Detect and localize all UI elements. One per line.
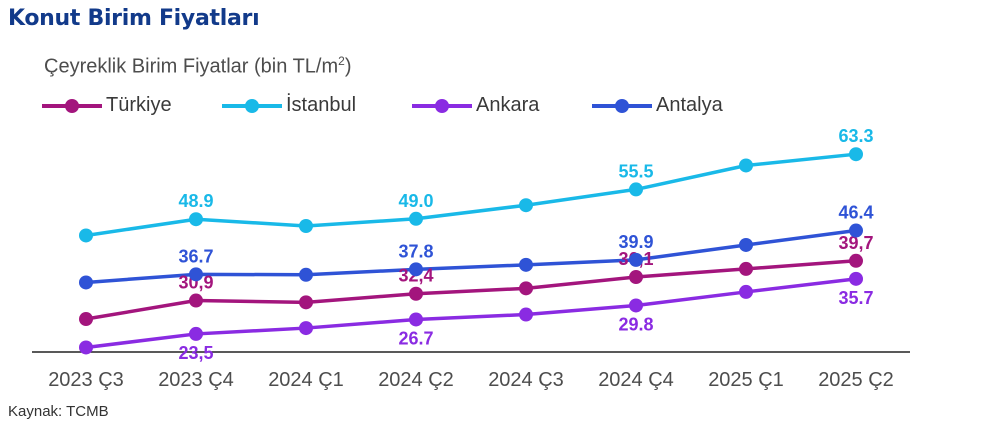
x-tick-label: 2024 Ç3 [488, 369, 564, 391]
data-point [739, 158, 753, 173]
data-label: 30,9 [178, 273, 213, 293]
data-label: 35.7 [838, 288, 873, 308]
data-point [849, 253, 863, 268]
data-point [849, 147, 863, 162]
subtitle-superscript: 2 [338, 54, 345, 68]
legend-marker-istanbul [222, 99, 282, 113]
data-label: 46.4 [838, 203, 873, 223]
data-point [629, 252, 643, 267]
data-point [849, 223, 863, 238]
data-point [739, 237, 753, 252]
data-point [79, 228, 93, 243]
x-tick-label: 2024 Ç2 [378, 369, 454, 391]
data-point [849, 271, 863, 286]
data-point [409, 312, 423, 327]
data-point [739, 284, 753, 299]
x-tick-label: 2023 Ç4 [158, 369, 234, 391]
data-label: 63.3 [838, 126, 873, 146]
data-point [519, 257, 533, 272]
series-line [85, 228, 857, 285]
legend-marker-ankara [412, 99, 472, 113]
data-label: 26.7 [398, 328, 433, 348]
data-point [79, 275, 93, 290]
data-point [79, 340, 93, 355]
chart-title: Konut Birim Fiyatları [8, 6, 260, 31]
data-point [739, 261, 753, 276]
series-line [85, 152, 857, 238]
legend-label-istanbul: İstanbul [286, 94, 357, 116]
data-label: 37.8 [398, 241, 433, 261]
x-tick-label: 2023 Ç3 [48, 369, 124, 391]
data-point [409, 262, 423, 277]
data-point [189, 267, 203, 282]
x-tick-label: 2025 Ç1 [708, 369, 784, 391]
data-label: 48.9 [178, 191, 213, 211]
data-point [409, 286, 423, 301]
data-label: 39,7 [838, 233, 873, 253]
data-point [519, 281, 533, 296]
x-tick-label: 2025 Ç2 [818, 369, 894, 391]
data-point [629, 298, 643, 313]
data-point [189, 212, 203, 227]
x-tick-label: 2024 Ç1 [268, 369, 344, 391]
data-point [409, 211, 423, 226]
data-point [299, 295, 313, 310]
subtitle-text: Çeyreklik Birim Fiyatlar (bin TL/m [44, 55, 339, 78]
data-point [519, 198, 533, 213]
data-label: 55.5 [618, 161, 653, 181]
data-point [189, 293, 203, 308]
legend-marker-turkiye [42, 99, 102, 113]
series-line [85, 277, 857, 350]
data-point [189, 326, 203, 341]
data-label: 36.7 [178, 246, 213, 266]
legend-marker-antalya [592, 99, 652, 113]
legend-label-antalya: Antalya [656, 94, 723, 116]
x-tick-label: 2024 Ç4 [598, 369, 674, 391]
subtitle-end: ) [344, 55, 352, 78]
data-point [299, 267, 313, 282]
data-point [299, 321, 313, 336]
data-point [629, 270, 643, 285]
data-point [629, 182, 643, 197]
chart-subtitle: Çeyreklik Birim Fiyatlar (bin TL/m2) [44, 54, 351, 79]
data-label: 39.9 [618, 232, 653, 252]
data-point [79, 312, 93, 327]
data-point [519, 307, 533, 322]
data-label: 29.8 [618, 314, 653, 334]
legend-label-turkiye: Türkiye [106, 94, 172, 116]
source-note: Kaynak: TCMB [8, 403, 109, 420]
legend-label-ankara: Ankara [476, 94, 540, 116]
series-line [85, 259, 857, 321]
data-point [299, 219, 313, 233]
data-label: 23,5 [178, 343, 213, 363]
data-label: 49.0 [398, 191, 433, 211]
